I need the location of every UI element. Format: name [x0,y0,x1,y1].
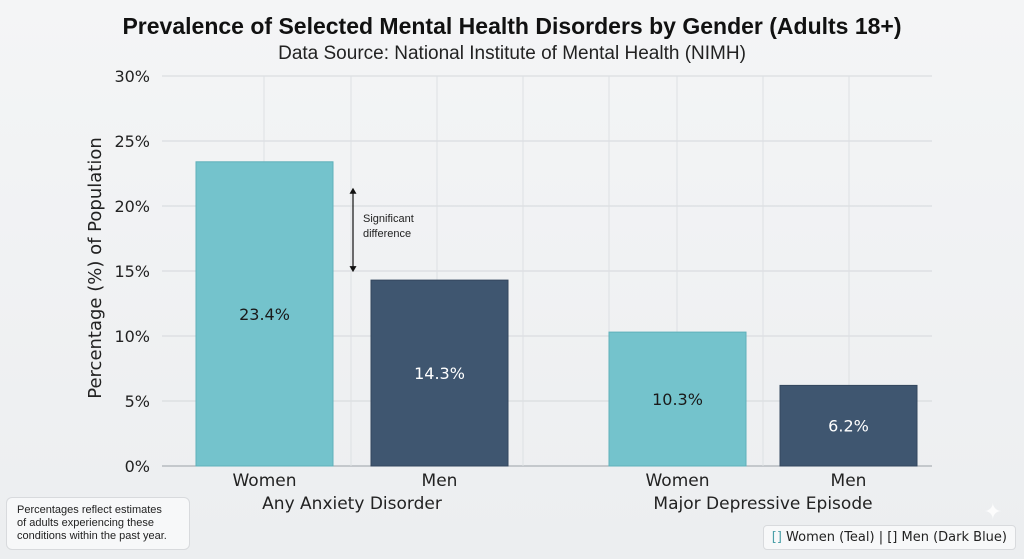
legend-men-marker: [] [887,530,898,545]
annotation-arrow-head-top [349,187,357,194]
bar-depression-men [779,384,918,467]
y-tick-label: 30% [114,67,150,86]
significance-annotation: Significant difference [349,187,414,273]
data-label: 10.3% [652,390,703,409]
footnote: Percentages reflect estimates of adults … [6,497,190,550]
y-tick-label: 10% [114,327,150,346]
data-label: 6.2% [828,417,869,436]
legend-women-marker: [] [771,530,782,545]
footnote-line-1: Percentages reflect estimates [17,504,162,516]
y-tick-label: 25% [114,132,150,151]
y-tick-label: 5% [125,392,150,411]
group-label: Major Depressive Episode [653,494,872,514]
annotation-arrow-head-bottom [349,266,357,273]
bar-anxiety-women [195,161,334,467]
annotation-line-2: difference [363,228,411,240]
footnote-line-3: conditions within the past year. [17,530,167,542]
category-labels: Women Men Any Anxiety Disorder Women Men Majo… [232,471,872,514]
bar-anxiety-men [370,279,509,467]
bar-depression-women [608,331,747,467]
annotation-line-1: Significant [363,213,414,225]
y-axis-label: Percentage (%) of Population [85,137,106,399]
data-label: 23.4% [239,305,290,324]
category-label: Men [422,471,458,491]
legend-men-text: Men (Dark Blue) [897,530,1008,545]
data-label: 14.3% [414,364,465,383]
chart-title: Prevalence of Selected Mental Health Dis… [122,13,901,39]
footnote-line-2: of adults experiencing these [17,517,154,529]
bars: 23.4% 14.3% 10.3% 6.2% [195,161,918,467]
group-label: Any Anxiety Disorder [262,494,442,514]
y-tick-label: 15% [114,262,150,281]
sparkle-icon: ✦ [983,500,1002,525]
legend-women-text: Women (Teal) | [781,530,888,545]
legend: [] Women (Teal) | [] Men (Dark Blue) [762,525,1016,550]
category-label: Men [831,471,867,491]
y-tick-label: 20% [114,197,150,216]
y-axis-ticks: 0% 5% 10% 15% 20% 25% 30% [114,67,150,476]
category-label: Women [232,471,296,491]
chart-subtitle: Data Source: National Institute of Menta… [278,43,746,64]
y-tick-label: 0% [125,457,150,476]
category-label: Women [645,471,709,491]
